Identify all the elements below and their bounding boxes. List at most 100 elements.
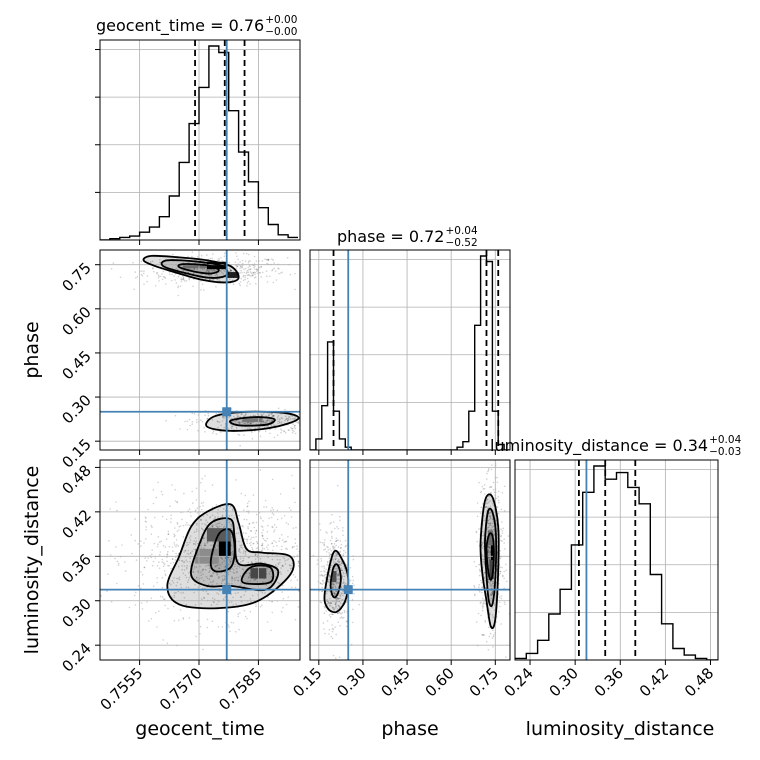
sample-point [334,603,337,606]
sample-point [174,556,177,559]
sample-point [261,260,264,262]
sample-point [482,542,484,545]
sample-point [207,270,210,273]
sample-point [275,569,277,572]
sample-point [203,579,205,582]
sample-point [174,500,177,502]
sample-point [288,564,291,566]
sample-point [336,612,339,615]
sample-point [140,273,143,276]
sample-point [483,577,486,580]
sample-point [234,560,237,563]
sample-point [483,563,485,565]
sample-point [473,561,476,563]
sample-point [335,537,338,540]
sample-point [331,606,334,609]
sample-point [488,486,491,489]
sample-point [261,271,264,274]
sample-point [231,425,234,427]
sample-point [162,598,165,600]
sample-point [150,524,153,527]
sample-point [191,490,193,493]
sample-point [329,539,332,542]
x-tick-label: 0.42 [636,664,672,700]
sample-point [260,517,262,520]
sample-point [482,560,484,562]
sample-point [247,512,250,514]
sample-point [329,602,331,605]
sample-point [211,432,214,435]
sample-point [187,579,190,581]
sample-point [251,562,253,564]
sample-point [488,546,491,549]
sample-point [489,549,492,552]
sample-point [273,267,276,270]
sample-point [487,498,489,501]
sample-point [276,558,279,561]
sample-point [293,556,295,558]
sample-point [293,426,296,428]
sample-point [218,567,221,570]
sample-point [253,579,255,581]
sample-point [91,544,93,546]
sample-point [241,568,244,570]
sample-point [258,271,261,274]
sample-point [228,569,231,572]
sample-point [297,606,300,608]
sample-point [177,590,180,593]
sample-point [484,503,487,505]
sample-point [223,574,225,577]
sample-point [205,274,207,276]
sample-point [294,432,297,435]
sample-point [221,562,223,564]
sample-point [181,518,183,521]
sample-point [340,567,343,569]
sample-point [215,273,218,275]
sample-point [291,427,294,430]
sample-point [261,535,264,538]
sample-point [333,583,335,586]
sample-point [488,582,490,584]
sample-point [215,433,218,435]
sample-point [262,419,264,422]
sample-point [248,522,251,525]
sample-point [334,540,337,543]
sample-point [287,569,289,572]
sample-point [286,548,288,550]
x-axis-label-luminosity_distance: luminosity_distance [526,718,715,740]
sample-point [200,603,202,605]
sample-point [496,481,499,484]
sample-point [332,586,334,588]
sample-point [352,579,355,582]
sample-point [332,582,335,585]
sample-point [172,253,174,256]
sample-point [492,646,494,648]
sample-point [241,264,244,267]
title-lower-error: −0.52 [445,237,477,249]
sample-point [340,613,342,615]
sample-point [181,568,183,571]
sample-point [335,540,338,542]
sample-point [324,571,326,573]
sample-point [208,271,210,273]
sample-point [490,585,493,587]
sample-point [172,605,175,608]
sample-point [488,522,490,525]
sample-point [159,595,162,598]
sample-point [266,566,269,569]
sample-point [157,481,159,484]
sample-point [504,603,506,606]
sample-point [503,570,506,573]
sample-point [491,594,493,597]
sample-point [294,427,297,430]
sample-point [246,617,248,620]
sample-point [141,270,143,272]
sample-point [200,544,202,547]
sample-point [326,561,329,564]
sample-point [167,533,170,535]
sample-point [325,568,327,571]
sample-point [215,286,217,288]
sample-point [495,621,498,623]
sample-point [266,419,269,422]
sample-point [237,433,240,436]
